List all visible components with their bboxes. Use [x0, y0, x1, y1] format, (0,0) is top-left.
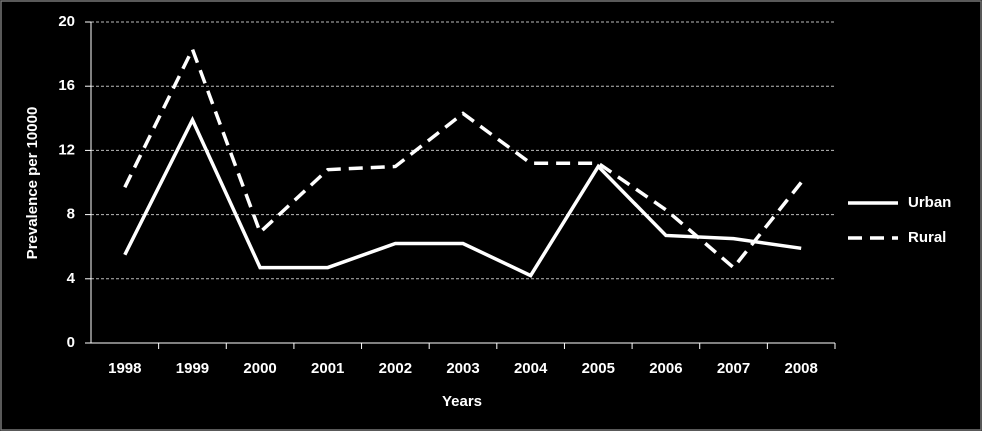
x-tick-label: 2008 — [784, 360, 817, 377]
x-tick-label: 2000 — [243, 360, 276, 377]
x-tick-label: 1998 — [108, 360, 141, 377]
y-tick-label: 12 — [58, 141, 75, 158]
series-line — [123, 115, 802, 278]
legend-label: Urban — [908, 194, 951, 211]
x-tick-label: 2005 — [582, 360, 615, 377]
y-tick-label: 8 — [67, 206, 75, 223]
legend-label: Rural — [908, 229, 946, 246]
x-tick-label: 2007 — [717, 360, 750, 377]
y-tick-label: 4 — [67, 270, 76, 287]
x-tick-label: 2002 — [379, 360, 412, 377]
y-tick-label: 20 — [58, 13, 75, 30]
x-tick-label: 2006 — [649, 360, 682, 377]
series-line — [123, 44, 803, 271]
y-axis-label: Prevalence per 10000 — [24, 107, 41, 260]
x-tick-label: 2003 — [446, 360, 479, 377]
x-tick-label: 2004 — [514, 360, 548, 377]
x-tick-label: 2001 — [311, 360, 344, 377]
x-tick-label: 1999 — [176, 360, 209, 377]
x-axis-label: Years — [442, 393, 482, 410]
y-tick-label: 0 — [67, 334, 75, 351]
y-tick-label: 16 — [58, 77, 75, 94]
